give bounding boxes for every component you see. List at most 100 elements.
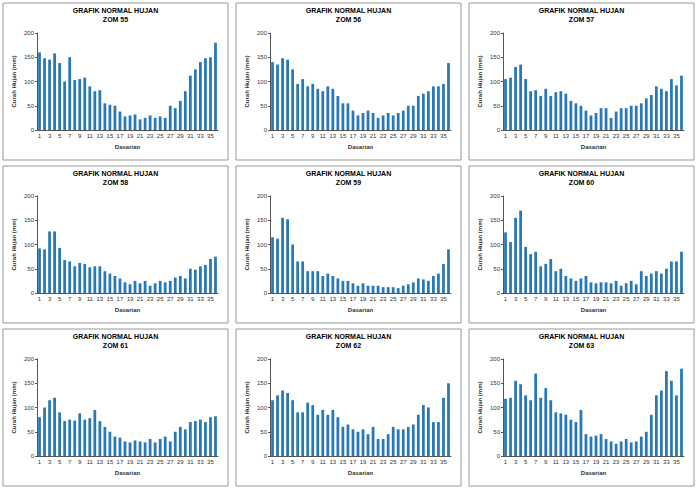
svg-text:15: 15 <box>340 133 347 139</box>
svg-text:3: 3 <box>281 459 285 465</box>
svg-text:19: 19 <box>127 133 134 139</box>
svg-text:7: 7 <box>301 296 305 302</box>
svg-text:21: 21 <box>603 133 610 139</box>
svg-text:ZOM 56: ZOM 56 <box>336 16 361 23</box>
svg-text:21: 21 <box>137 459 144 465</box>
svg-text:35: 35 <box>440 296 447 302</box>
svg-text:13: 13 <box>330 133 337 139</box>
svg-text:27: 27 <box>400 133 407 139</box>
svg-text:Curah Hujan (mm): Curah Hujan (mm) <box>11 381 17 433</box>
svg-text:11: 11 <box>553 459 560 465</box>
svg-text:50: 50 <box>27 266 34 272</box>
svg-text:13: 13 <box>97 133 104 139</box>
svg-text:13: 13 <box>563 133 570 139</box>
svg-text:Dasarian: Dasarian <box>115 470 141 476</box>
svg-text:50: 50 <box>27 103 34 109</box>
svg-text:31: 31 <box>653 296 660 302</box>
svg-text:23: 23 <box>380 296 387 302</box>
svg-text:100: 100 <box>257 242 268 248</box>
svg-text:5: 5 <box>524 459 528 465</box>
svg-text:15: 15 <box>107 133 114 139</box>
svg-text:23: 23 <box>147 459 154 465</box>
svg-text:29: 29 <box>410 459 417 465</box>
svg-text:GRAFIK NORMAL HUJAN: GRAFIK NORMAL HUJAN <box>73 333 158 340</box>
svg-text:35: 35 <box>207 133 214 139</box>
svg-text:50: 50 <box>260 429 267 435</box>
svg-text:17: 17 <box>583 296 590 302</box>
svg-text:ZOM 62: ZOM 62 <box>336 342 361 349</box>
svg-text:3: 3 <box>514 133 518 139</box>
svg-text:3: 3 <box>514 459 518 465</box>
svg-text:200: 200 <box>24 356 35 362</box>
svg-text:35: 35 <box>207 459 214 465</box>
svg-text:31: 31 <box>187 296 194 302</box>
svg-text:Dasarian: Dasarian <box>348 144 374 150</box>
svg-text:19: 19 <box>127 296 134 302</box>
svg-text:100: 100 <box>24 242 35 248</box>
svg-text:3: 3 <box>48 133 52 139</box>
svg-text:GRAFIK NORMAL HUJAN: GRAFIK NORMAL HUJAN <box>73 7 158 14</box>
svg-text:35: 35 <box>673 296 680 302</box>
svg-text:1: 1 <box>38 296 42 302</box>
svg-text:25: 25 <box>623 459 630 465</box>
svg-text:23: 23 <box>613 459 620 465</box>
svg-text:21: 21 <box>370 296 377 302</box>
svg-text:Dasarian: Dasarian <box>581 470 607 476</box>
svg-text:0: 0 <box>31 290 35 296</box>
svg-text:29: 29 <box>177 296 184 302</box>
svg-text:Dasarian: Dasarian <box>115 144 141 150</box>
svg-text:0: 0 <box>497 127 501 133</box>
svg-text:ZOM 55: ZOM 55 <box>103 16 128 23</box>
svg-text:11: 11 <box>553 133 560 139</box>
svg-text:31: 31 <box>420 296 427 302</box>
svg-text:27: 27 <box>167 133 174 139</box>
svg-text:31: 31 <box>187 459 194 465</box>
svg-text:GRAFIK NORMAL HUJAN: GRAFIK NORMAL HUJAN <box>539 170 624 177</box>
svg-text:ZOM 59: ZOM 59 <box>336 179 361 186</box>
svg-text:9: 9 <box>311 459 315 465</box>
svg-text:150: 150 <box>490 217 501 223</box>
svg-text:100: 100 <box>24 405 35 411</box>
svg-text:11: 11 <box>320 459 327 465</box>
svg-text:Curah Hujan (mm): Curah Hujan (mm) <box>477 381 483 433</box>
svg-text:1: 1 <box>504 296 508 302</box>
svg-text:5: 5 <box>524 296 528 302</box>
svg-text:19: 19 <box>593 459 600 465</box>
svg-text:29: 29 <box>643 296 650 302</box>
svg-text:33: 33 <box>663 296 670 302</box>
svg-text:11: 11 <box>87 133 94 139</box>
svg-text:23: 23 <box>613 296 620 302</box>
svg-text:150: 150 <box>24 380 35 386</box>
svg-text:200: 200 <box>257 356 268 362</box>
svg-text:5: 5 <box>58 296 62 302</box>
svg-text:Curah Hujan (mm): Curah Hujan (mm) <box>244 218 250 270</box>
svg-text:33: 33 <box>197 296 204 302</box>
svg-text:21: 21 <box>603 459 610 465</box>
svg-text:33: 33 <box>430 133 437 139</box>
svg-text:15: 15 <box>573 133 580 139</box>
svg-text:9: 9 <box>311 133 315 139</box>
svg-text:17: 17 <box>583 133 590 139</box>
svg-text:1: 1 <box>271 459 275 465</box>
svg-text:35: 35 <box>440 133 447 139</box>
svg-text:25: 25 <box>157 296 164 302</box>
svg-text:100: 100 <box>257 79 268 85</box>
svg-text:13: 13 <box>330 296 337 302</box>
svg-text:150: 150 <box>490 380 501 386</box>
svg-text:5: 5 <box>58 133 62 139</box>
svg-text:25: 25 <box>157 133 164 139</box>
svg-text:0: 0 <box>264 127 268 133</box>
svg-text:1: 1 <box>504 133 508 139</box>
svg-text:29: 29 <box>410 296 417 302</box>
svg-text:31: 31 <box>420 133 427 139</box>
svg-text:35: 35 <box>207 296 214 302</box>
svg-text:27: 27 <box>167 459 174 465</box>
svg-text:0: 0 <box>31 453 35 459</box>
svg-text:200: 200 <box>490 30 501 36</box>
svg-text:0: 0 <box>264 290 268 296</box>
svg-text:200: 200 <box>490 193 501 199</box>
svg-text:21: 21 <box>137 296 144 302</box>
svg-text:1: 1 <box>38 459 42 465</box>
svg-text:ZOM 60: ZOM 60 <box>569 179 594 186</box>
svg-text:17: 17 <box>117 133 124 139</box>
